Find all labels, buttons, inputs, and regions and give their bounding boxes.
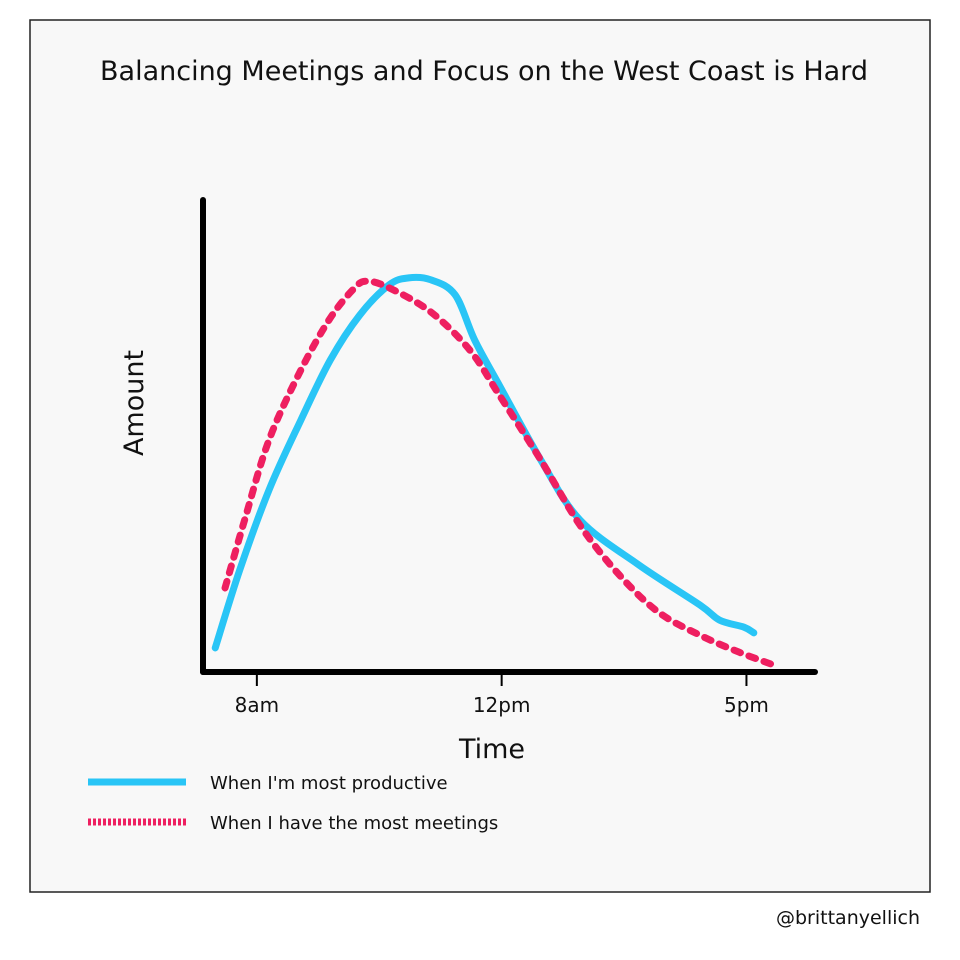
x-axis-label: Time bbox=[458, 734, 525, 765]
frame bbox=[29, 19, 931, 893]
line-series bbox=[221, 277, 777, 669]
line-series bbox=[211, 273, 758, 652]
credit: @brittanyellich bbox=[776, 907, 920, 929]
x-tick-label: 5pm bbox=[724, 693, 769, 717]
x-tick-label: 12pm bbox=[473, 693, 531, 717]
y-axis-label: Amount bbox=[119, 350, 150, 456]
chart-title: Balancing Meetings and Focus on the West… bbox=[100, 56, 868, 87]
legend-label: When I'm most productive bbox=[210, 773, 448, 794]
legend-label: When I have the most meetings bbox=[210, 813, 498, 834]
x-tick-label: 8am bbox=[235, 693, 279, 717]
